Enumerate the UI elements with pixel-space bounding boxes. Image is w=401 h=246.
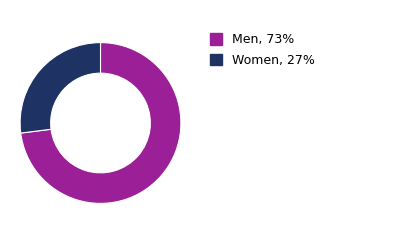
Wedge shape — [20, 43, 100, 133]
Legend: Men, 73%, Women, 27%: Men, 73%, Women, 27% — [207, 31, 317, 69]
Wedge shape — [21, 43, 180, 203]
